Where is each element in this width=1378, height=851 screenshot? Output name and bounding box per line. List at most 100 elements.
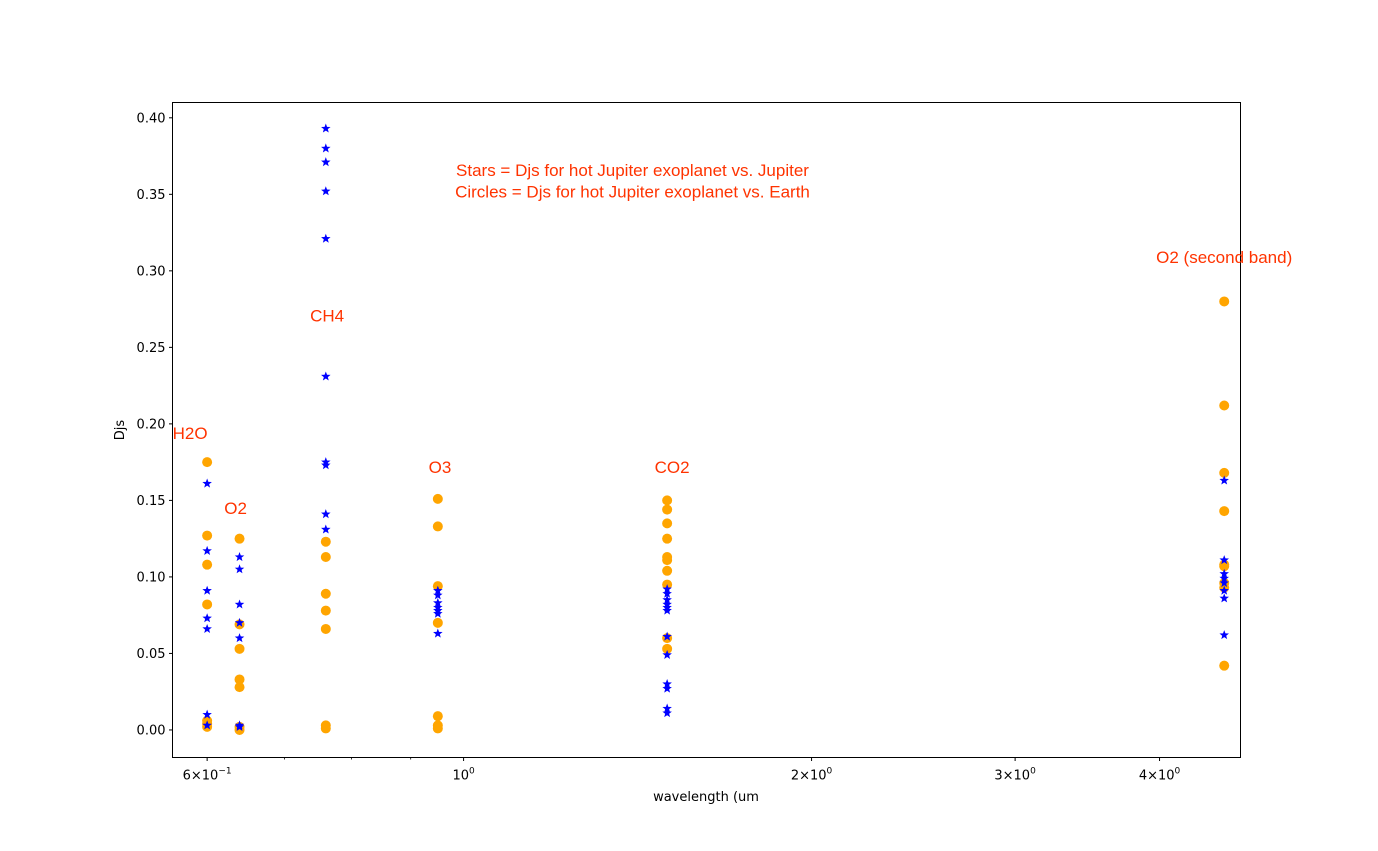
annotation-text: H2O	[173, 424, 208, 443]
y-axis: 0.00 0.05 0.10 0.15 0.20 0.25 0.30 0.35 0.40	[137, 111, 173, 738]
annotation-text: O2	[224, 499, 247, 518]
y-tick-label: 0.05	[137, 647, 166, 662]
data-point-star	[433, 585, 443, 595]
data-point-circle	[202, 530, 213, 541]
x-tick-label: 3×100	[994, 767, 1036, 784]
data-point-star	[662, 683, 672, 693]
data-point-circle	[320, 623, 331, 634]
x-tick-label: 100	[452, 767, 475, 784]
y-axis-label: Djs	[113, 420, 128, 441]
data-point-star	[321, 233, 331, 243]
data-point-star	[662, 588, 672, 598]
data-point-star	[321, 460, 331, 470]
data-point-star	[202, 709, 212, 719]
data-point-star	[662, 605, 672, 615]
data-point-star	[1219, 593, 1229, 603]
plot-area	[172, 102, 1241, 758]
data-point-circle	[432, 617, 443, 628]
data-point-circle	[662, 555, 673, 566]
x-tick-label: 4×100	[1139, 767, 1181, 784]
data-point-star	[1219, 573, 1229, 583]
data-point-star	[234, 617, 245, 627]
data-point-circle	[432, 723, 443, 734]
y-tick-label: 0.40	[137, 111, 166, 126]
annotation-text: Circles = Djs for hot Jupiter exoplanet …	[455, 182, 810, 201]
data-point-star	[234, 721, 245, 731]
data-point-star	[433, 597, 443, 607]
data-point-circle	[662, 643, 673, 654]
data-point-circle	[432, 493, 443, 504]
data-point-circle	[234, 643, 245, 654]
data-point-star	[433, 608, 443, 618]
data-point-star	[321, 123, 331, 133]
data-point-star	[662, 631, 672, 641]
data-point-circle	[234, 682, 245, 693]
data-point-star	[321, 157, 331, 167]
data-point-circle	[432, 521, 443, 532]
data-point-circle	[662, 533, 673, 544]
data-point-circle	[234, 533, 245, 544]
data-point-circle	[1219, 506, 1230, 517]
data-point-circle	[202, 559, 213, 570]
data-point-circle	[202, 457, 213, 468]
data-point-star	[321, 186, 331, 196]
data-point-circle	[1219, 296, 1230, 307]
data-point-circle	[320, 605, 331, 616]
data-point-star	[321, 509, 331, 519]
y-tick-label: 0.20	[137, 417, 166, 432]
plot-frame	[172, 102, 1241, 758]
data-point-star	[202, 720, 212, 730]
annotation-text: O3	[429, 458, 452, 477]
annotation-text: O2 (second band)	[1156, 248, 1292, 267]
data-point-star	[1219, 585, 1229, 595]
annotation-text: CH4	[310, 306, 344, 325]
data-point-circle	[1219, 660, 1230, 671]
data-point-star	[662, 594, 672, 604]
data-point-star	[1219, 568, 1229, 578]
data-point-star	[662, 584, 672, 594]
data-point-circle	[234, 724, 245, 735]
data-point-star	[234, 564, 245, 574]
data-point-star	[433, 590, 443, 600]
data-point-star	[234, 552, 245, 562]
data-point-circle	[662, 504, 673, 515]
data-point-circle	[432, 711, 443, 722]
y-tick-label: 0.35	[137, 188, 166, 203]
data-point-star	[202, 613, 212, 623]
data-point-circle	[234, 674, 245, 685]
data-point-star	[662, 649, 672, 660]
data-point-circle	[320, 536, 331, 547]
data-point-star	[662, 679, 672, 689]
data-point-circle	[320, 588, 331, 599]
data-point-star	[1219, 578, 1229, 588]
data-point-circle	[1219, 400, 1230, 411]
y-tick-label: 0.00	[137, 723, 166, 738]
data-point-star	[1219, 555, 1229, 565]
x-axis: 6×10−1 100 2×100 3×100 4×100	[183, 757, 1181, 784]
star-series	[202, 123, 1229, 731]
data-point-star	[662, 703, 672, 713]
data-point-star	[202, 478, 212, 488]
data-point-circle	[662, 518, 673, 529]
data-point-star	[1219, 475, 1229, 485]
y-tick-label: 0.25	[137, 341, 166, 356]
data-point-star	[321, 524, 331, 534]
data-point-star	[202, 545, 212, 555]
data-point-star	[1219, 630, 1229, 640]
x-tick-label: 6×10−1	[183, 767, 232, 784]
data-point-star	[321, 371, 331, 381]
annotations: Stars = Djs for hot Jupiter exoplanet vs…	[173, 161, 1293, 518]
annotation-text: Stars = Djs for hot Jupiter exoplanet vs…	[456, 161, 809, 180]
data-point-star	[662, 708, 672, 718]
annotation-text: CO2	[655, 458, 690, 477]
y-tick-label: 0.10	[137, 570, 166, 585]
data-point-star	[234, 599, 245, 609]
data-point-star	[234, 633, 245, 643]
y-tick-label: 0.15	[137, 494, 166, 509]
data-point-circle	[320, 723, 331, 734]
data-point-star	[202, 623, 212, 633]
data-point-star	[321, 143, 331, 153]
data-point-circle	[320, 552, 331, 563]
data-point-circle	[1219, 467, 1230, 478]
